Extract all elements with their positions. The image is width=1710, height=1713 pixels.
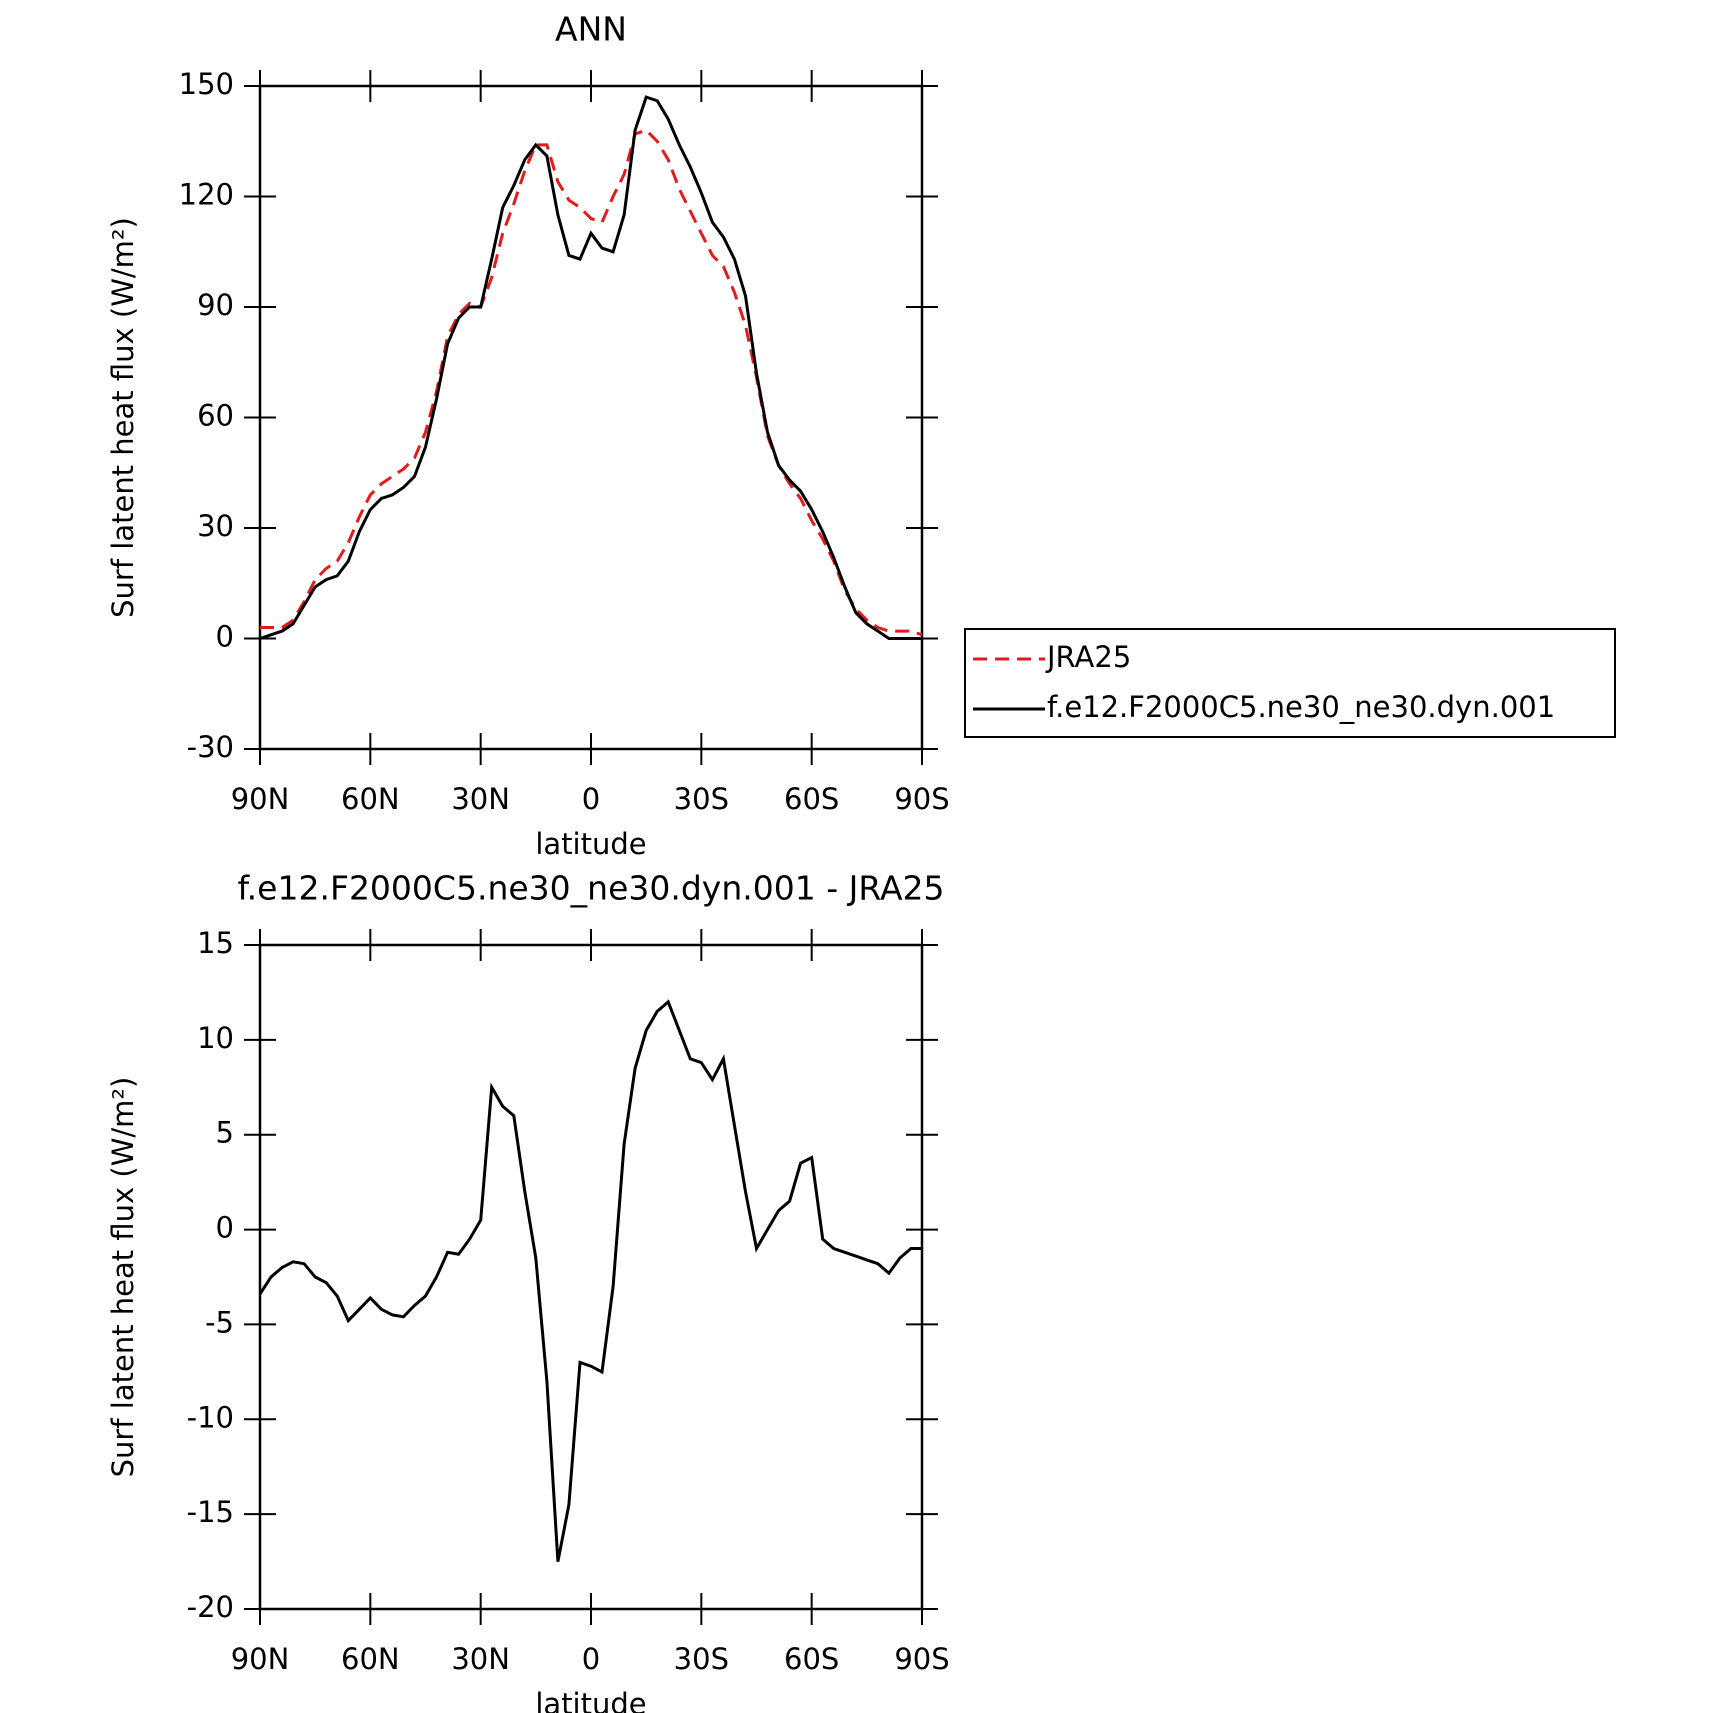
x-axis-label: latitude [535,1687,646,1713]
x-tick-label: 60S [784,782,839,816]
x-tick-label: 30S [674,782,729,816]
x-axis-label: latitude [535,827,646,861]
chart-title: f.e12.F2000C5.ne30_ne30.dyn.001 - JRA25 [237,869,944,908]
x-tick-label: 60N [341,782,400,816]
plot-frame [258,943,924,1611]
series-line [259,95,922,640]
x-tick-label: 30S [674,1642,729,1676]
y-tick-label: -15 [187,1495,234,1529]
y-tick-label: 150 [179,67,234,101]
x-tick-label: 90N [231,1642,290,1676]
legend-label: JRA25 [1045,640,1131,674]
y-tick-label: 15 [197,926,234,960]
x-tick-label: 30N [451,1642,510,1676]
y-tick-label: 0 [216,620,234,654]
y-tick-label: -30 [187,730,234,764]
y-tick-label: 90 [197,288,234,322]
legend-label: f.e12.F2000C5.ne30_ne30.dyn.001 [1047,690,1555,724]
plot-frame [258,84,924,751]
y-axis-label: Surf latent heat flux (W/m²) [106,1077,140,1478]
y-tick-label: -10 [187,1400,234,1434]
x-tick-label: 0 [582,1642,600,1676]
x-tick-label: 90N [231,782,290,816]
y-tick-label: 0 [216,1211,234,1245]
y-tick-label: 60 [197,399,234,433]
y-tick-label: 120 [179,178,234,212]
y-axis-label: Surf latent heat flux (W/m²) [106,217,140,618]
x-tick-label: 90S [894,782,949,816]
y-tick-label: -20 [187,1590,234,1624]
legend-box [964,628,1616,738]
x-tick-label: 0 [582,782,600,816]
series-line [258,999,922,1562]
chart-title: ANN [555,10,627,49]
x-tick-label: 90S [894,1642,949,1676]
x-tick-label: 60N [341,1642,400,1676]
y-tick-label: -5 [205,1305,234,1339]
x-tick-label: 60S [784,1642,839,1676]
y-tick-label: 30 [197,509,234,543]
y-tick-label: 10 [197,1021,234,1055]
y-tick-label: 5 [216,1116,234,1150]
x-tick-label: 30N [451,782,510,816]
series-line [260,128,923,637]
